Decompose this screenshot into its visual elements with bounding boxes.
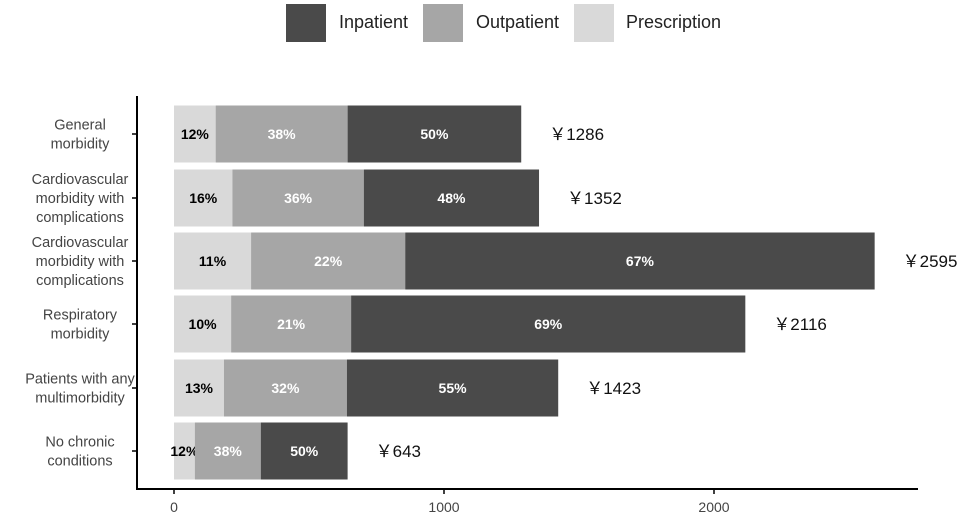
segment-label: 12% bbox=[170, 443, 199, 459]
legend-item-prescription: Prescription bbox=[574, 4, 721, 42]
bars: 12% 38% 50% ￥1286 16% 36% 48% ￥1352 11% 22% 67% ￥25… bbox=[170, 105, 957, 480]
legend-swatch bbox=[574, 4, 614, 42]
total-label: ￥643 bbox=[376, 442, 421, 461]
bar-segment-prescription bbox=[174, 359, 224, 417]
category-label: Patients with any multimorbidity bbox=[25, 372, 135, 407]
bar-segment-outpatient bbox=[232, 169, 364, 227]
segment-label: 38% bbox=[268, 126, 297, 142]
segment-label: 55% bbox=[439, 380, 468, 396]
segment-label: 11% bbox=[199, 253, 227, 269]
total-label: ￥1286 bbox=[549, 125, 604, 144]
segment-label: 48% bbox=[437, 190, 466, 206]
total-label: ￥2595 bbox=[903, 252, 957, 271]
total-label: ￥1352 bbox=[567, 189, 622, 208]
legend-label: Outpatient bbox=[476, 12, 559, 32]
category-labels: General morbidity Cardiovascular morbidity … bbox=[25, 118, 135, 470]
axes: 0 1000 2000 bbox=[132, 96, 918, 515]
segment-label: 69% bbox=[534, 316, 563, 332]
bar-segment-inpatient bbox=[346, 359, 559, 417]
segment-label: 50% bbox=[290, 443, 319, 459]
segment-label: 10% bbox=[189, 316, 218, 332]
bar-segment-prescription bbox=[174, 295, 232, 353]
bar-segment-outpatient bbox=[251, 232, 406, 290]
legend-label: Inpatient bbox=[339, 12, 408, 32]
total-label: ￥1423 bbox=[586, 379, 641, 398]
bar-segment-inpatient bbox=[260, 422, 348, 480]
legend-swatch bbox=[286, 4, 326, 42]
segment-label: 67% bbox=[626, 253, 655, 269]
bar-row: 13% 32% 55% ￥1423 bbox=[174, 359, 641, 417]
bar-row: 10% 21% 69% ￥2116 bbox=[174, 295, 827, 353]
category-label: Cardiovascular morbidity with complication… bbox=[32, 235, 129, 289]
bar-row: 11% 22% 67% ￥2595 bbox=[174, 232, 957, 290]
segment-label: 50% bbox=[420, 126, 449, 142]
segment-label: 13% bbox=[185, 380, 214, 396]
segment-label: 22% bbox=[314, 253, 343, 269]
legend: Inpatient Outpatient Prescription bbox=[286, 4, 721, 42]
x-tick-label: 0 bbox=[170, 499, 178, 515]
bar-segment-prescription bbox=[174, 422, 195, 480]
legend-item-outpatient: Outpatient bbox=[423, 4, 559, 42]
segment-label: 21% bbox=[277, 316, 306, 332]
legend-item-inpatient: Inpatient bbox=[286, 4, 408, 42]
category-label: Respiratory morbidity bbox=[43, 308, 118, 343]
bar-row: 16% 36% 48% ￥1352 bbox=[174, 169, 622, 227]
bar-segment-prescription bbox=[174, 169, 233, 227]
category-label: Cardiovascular morbidity with complication… bbox=[32, 172, 129, 226]
bar-segment-inpatient bbox=[351, 295, 746, 353]
bar-segment-prescription bbox=[174, 232, 252, 290]
x-tick-label: 1000 bbox=[428, 499, 459, 515]
bar-row: 12% 38% 50% ￥643 bbox=[170, 422, 421, 480]
segment-label: 32% bbox=[271, 380, 300, 396]
bar-segment-outpatient bbox=[231, 295, 352, 353]
bar-segment-outpatient bbox=[215, 105, 348, 163]
bar-row: 12% 38% 50% ￥1286 bbox=[174, 105, 604, 163]
segment-label: 12% bbox=[181, 126, 210, 142]
bar-segment-inpatient bbox=[363, 169, 540, 227]
segment-label: 36% bbox=[284, 190, 313, 206]
segment-label: 38% bbox=[214, 443, 243, 459]
segment-label: 16% bbox=[189, 190, 218, 206]
x-tick-label: 2000 bbox=[698, 499, 729, 515]
bar-segment-outpatient bbox=[194, 422, 261, 480]
bar-segment-inpatient bbox=[347, 105, 522, 163]
legend-label: Prescription bbox=[626, 12, 721, 32]
total-label: ￥2116 bbox=[773, 315, 827, 334]
category-label: No chronic conditions bbox=[45, 435, 114, 470]
bar-segment-outpatient bbox=[223, 359, 347, 417]
bar-segment-prescription bbox=[174, 105, 216, 163]
category-label: General morbidity bbox=[51, 118, 111, 153]
legend-swatch bbox=[423, 4, 463, 42]
bar-segment-inpatient bbox=[405, 232, 875, 290]
